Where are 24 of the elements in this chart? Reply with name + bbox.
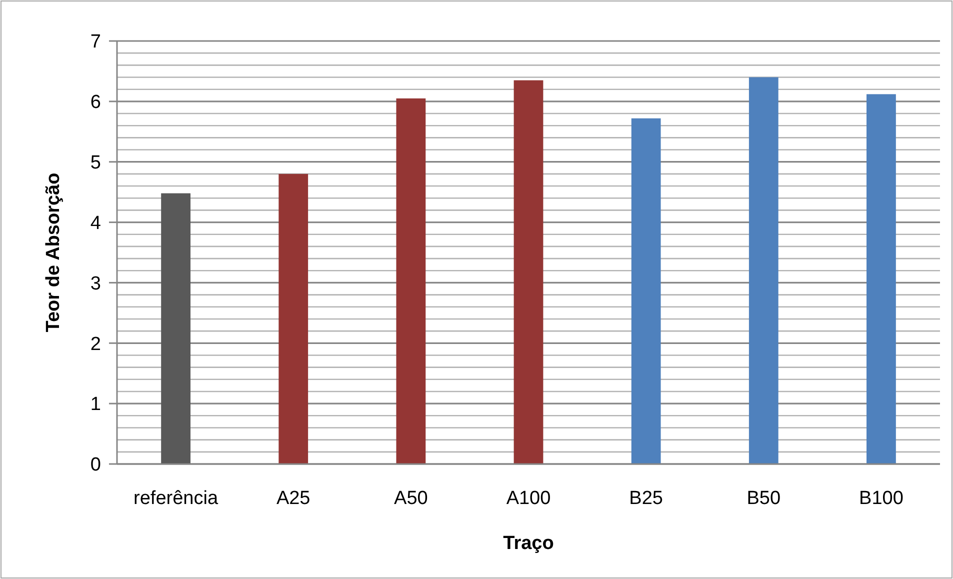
bar	[514, 80, 544, 464]
x-tick-label: A25	[276, 488, 310, 509]
x-tick-label: referência	[134, 488, 218, 509]
x-tick-label: B50	[746, 488, 781, 509]
y-tick-label: 0	[90, 454, 101, 476]
y-tick-label: 3	[90, 273, 101, 294]
bar	[631, 118, 661, 464]
x-tick-label: A50	[394, 488, 428, 509]
y-tick-label: 4	[90, 212, 102, 234]
y-tick-label: 6	[90, 92, 101, 114]
y-tick-label: 5	[90, 152, 101, 174]
bar	[748, 77, 778, 464]
y-tick-label: 1	[90, 394, 101, 416]
x-tick-label: B25	[629, 488, 663, 509]
bar	[866, 94, 896, 464]
bar	[278, 174, 308, 464]
bar	[161, 193, 190, 464]
x-tick-label: A100	[506, 488, 551, 509]
y-tick-label: 2	[90, 334, 101, 355]
x-tick-label: B100	[859, 488, 904, 509]
y-axis-title: Teor de Absorção	[43, 172, 64, 332]
bar	[396, 98, 426, 464]
y-tick-label: 7	[90, 32, 101, 53]
x-axis-title: Traço	[503, 533, 554, 554]
